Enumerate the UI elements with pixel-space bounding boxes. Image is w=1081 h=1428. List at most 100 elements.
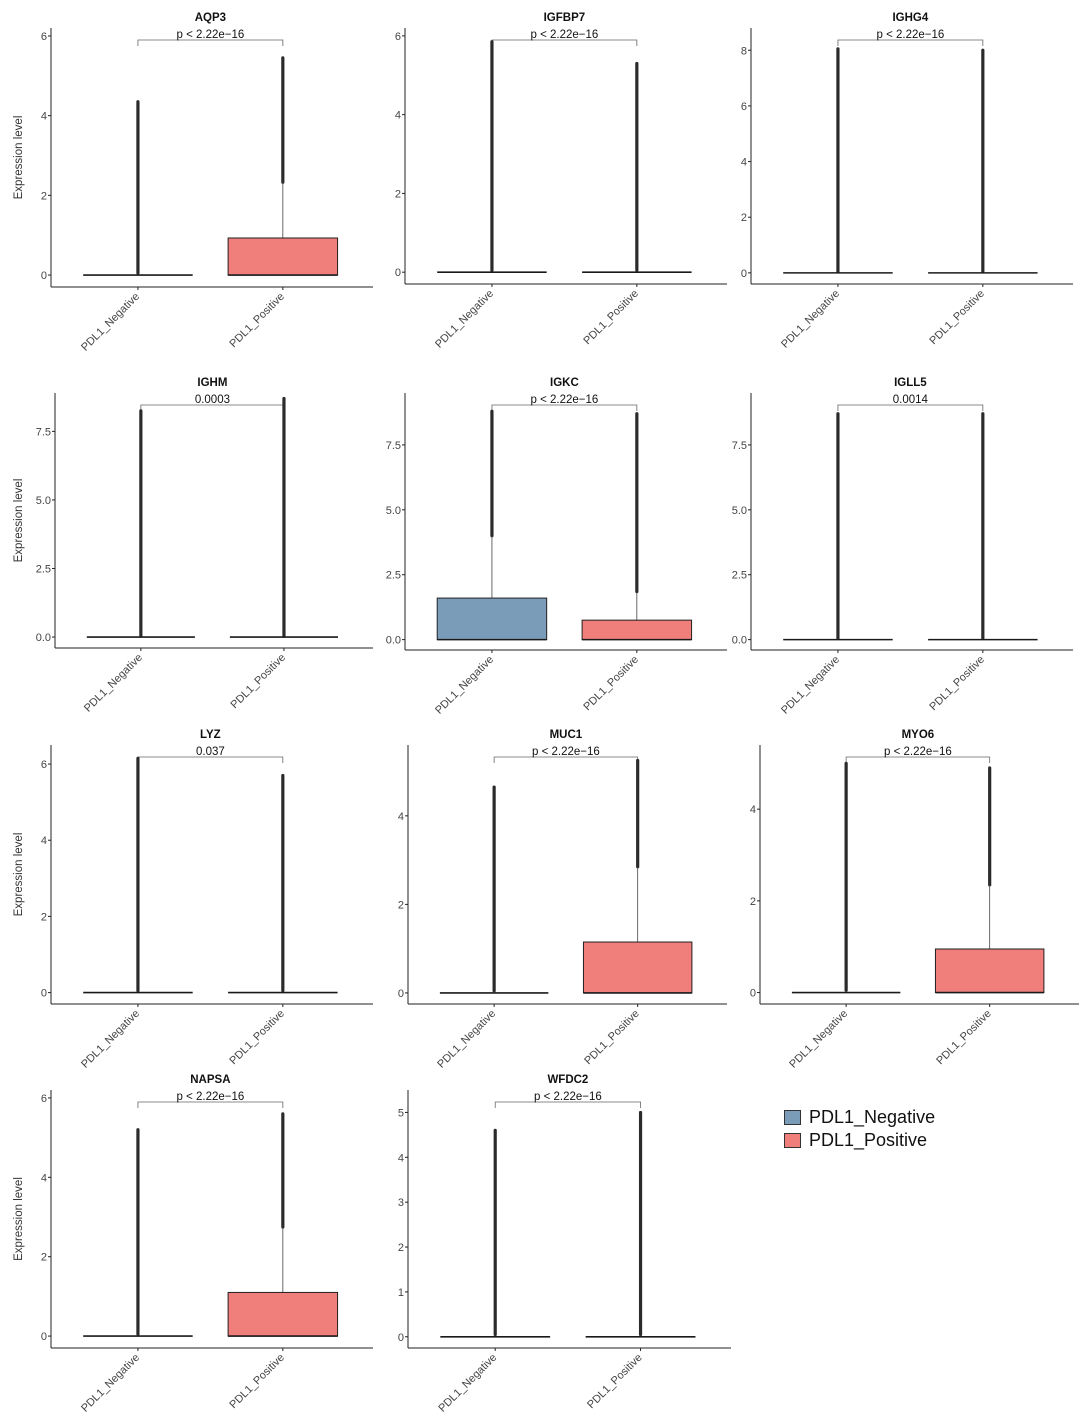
x-tick-label: PDL1_Positive: [585, 1352, 645, 1412]
y-tick-label: 2: [41, 190, 47, 202]
p-value-label: p < 2.22e−16: [884, 746, 952, 758]
x-tick-label: PDL1_Positive: [229, 652, 289, 712]
panel-title: WFDC2: [547, 1074, 588, 1086]
legend-swatch-negative: [784, 1110, 801, 1125]
y-tick-label: 5.0: [732, 505, 747, 517]
y-axis-title: Expression level: [13, 1177, 25, 1261]
y-tick-label: 4: [41, 835, 47, 847]
x-tick-label: PDL1_Positive: [581, 288, 641, 348]
y-tick-label: 0: [398, 988, 404, 1000]
y-tick-label: 2: [41, 911, 47, 923]
y-tick-label: 0: [741, 268, 747, 280]
y-tick-label: 6: [41, 759, 47, 771]
x-tick-label: PDL1_Negative: [433, 288, 496, 351]
y-tick-label: 0: [750, 988, 756, 1000]
y-tick-label: 0: [398, 1332, 404, 1344]
y-axis-title: Expression level: [13, 116, 25, 200]
p-value-label: p < 2.22e−16: [530, 29, 598, 41]
panel-title: MUC1: [550, 729, 583, 741]
x-tick-label: PDL1_Positive: [227, 291, 287, 351]
significance-bracket: [837, 404, 984, 411]
y-tick-label: 2: [41, 1252, 47, 1264]
y-tick-label: 6: [741, 101, 747, 113]
box: [934, 948, 1045, 994]
y-tick-label: 1: [398, 1287, 404, 1299]
y-tick-label: 7.5: [36, 426, 51, 438]
y-tick-label: 7.5: [386, 440, 401, 452]
y-tick-label: 0.0: [732, 635, 747, 647]
p-value-label: p < 2.22e−16: [176, 1091, 244, 1103]
significance-bracket: [491, 404, 638, 411]
panel-title: IGKC: [550, 377, 579, 389]
y-tick-label: 2: [750, 896, 756, 908]
legend: PDL1_Negative PDL1_Positive: [784, 1106, 935, 1152]
y-axis-title: Expression level: [13, 833, 25, 917]
p-value-label: p < 2.22e−16: [876, 29, 944, 41]
p-value-label: 0.0014: [893, 394, 929, 406]
x-tick-label: PDL1_Negative: [82, 652, 145, 715]
p-value-label: 0.0003: [195, 394, 230, 406]
box: [227, 237, 339, 276]
x-tick-label: PDL1_Negative: [79, 1352, 142, 1415]
y-tick-label: 2: [741, 212, 747, 224]
y-tick-label: 0: [41, 1331, 47, 1343]
panel-title: LYZ: [200, 729, 221, 741]
x-tick-label: PDL1_Positive: [927, 654, 987, 714]
y-tick-label: 4: [741, 157, 747, 169]
y-tick-label: 2.5: [386, 570, 401, 582]
y-tick-label: 7.5: [732, 440, 747, 452]
y-tick-label: 2: [395, 188, 401, 200]
legend-swatch-positive: [784, 1133, 801, 1148]
y-tick-label: 6: [41, 1093, 47, 1105]
y-tick-label: 2: [398, 1242, 404, 1254]
panel-title: AQP3: [195, 12, 226, 24]
box: [581, 619, 693, 641]
y-tick-label: 2.5: [732, 570, 747, 582]
legend-item-positive: PDL1_Positive: [784, 1129, 935, 1152]
x-tick-label: PDL1_Negative: [787, 1008, 850, 1071]
y-tick-label: 5.0: [386, 505, 401, 517]
y-tick-label: 5.0: [36, 495, 51, 507]
x-tick-label: PDL1_Positive: [227, 1008, 287, 1068]
p-value-label: p < 2.22e−16: [532, 746, 600, 758]
y-tick-label: 0: [41, 988, 47, 1000]
y-tick-label: 0.0: [36, 632, 51, 644]
y-tick-label: 4: [398, 1152, 404, 1164]
y-tick-label: 3: [398, 1197, 404, 1209]
legend-item-negative: PDL1_Negative: [784, 1106, 935, 1129]
y-tick-label: 4: [41, 1172, 47, 1184]
x-tick-label: PDL1_Negative: [79, 1008, 142, 1071]
x-tick-label: PDL1_Positive: [934, 1008, 994, 1068]
y-axis-title: Expression level: [13, 479, 25, 563]
legend-label-negative: PDL1_Negative: [809, 1107, 936, 1127]
y-tick-label: 0: [395, 267, 401, 279]
y-tick-label: 6: [41, 31, 47, 43]
y-tick-label: 4: [750, 804, 756, 816]
y-tick-label: 0.0: [386, 635, 401, 647]
x-tick-label: PDL1_Positive: [581, 654, 641, 714]
y-tick-label: 5: [398, 1107, 404, 1119]
x-tick-label: PDL1_Negative: [779, 654, 842, 717]
x-tick-label: PDL1_Positive: [927, 288, 987, 348]
panel-title: IGFBP7: [544, 12, 586, 24]
legend-label-positive: PDL1_Positive: [809, 1130, 928, 1150]
y-tick-label: 2.5: [36, 563, 51, 575]
x-tick-label: PDL1_Negative: [435, 1008, 498, 1071]
y-tick-label: 4: [41, 111, 47, 123]
panel-title: IGHM: [197, 377, 227, 389]
significance-bracket: [494, 1101, 641, 1108]
y-tick-label: 2: [398, 899, 404, 911]
y-tick-label: 6: [395, 31, 401, 43]
panel-title: NAPSA: [190, 1074, 230, 1086]
x-tick-label: PDL1_Negative: [779, 288, 842, 351]
panel-title: MYO6: [902, 729, 935, 741]
y-tick-label: 0: [41, 270, 47, 282]
x-tick-label: PDL1_Positive: [582, 1008, 642, 1068]
x-tick-label: PDL1_Negative: [433, 654, 496, 717]
panel-title: IGHG4: [892, 12, 928, 24]
p-value-label: 0.037: [196, 746, 225, 758]
significance-bracket: [837, 39, 984, 46]
box: [582, 941, 693, 994]
p-value-label: p < 2.22e−16: [176, 29, 244, 41]
x-tick-label: PDL1_Negative: [436, 1352, 499, 1415]
